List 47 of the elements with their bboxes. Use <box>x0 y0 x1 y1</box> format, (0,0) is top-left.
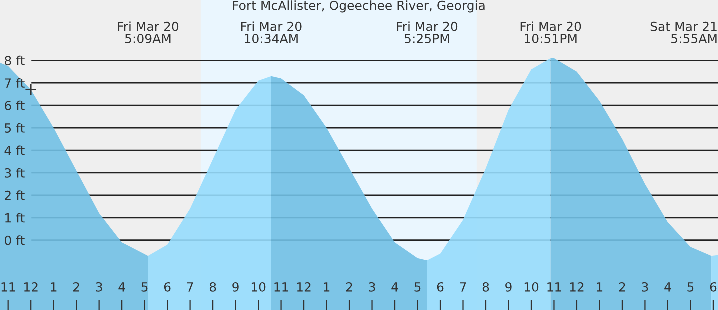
x-tick-label: 4 <box>118 282 126 292</box>
y-tick-label: 7 ft <box>5 78 25 88</box>
y-tick-label: 8 ft <box>5 56 25 66</box>
x-tick-label: 5 <box>688 282 694 292</box>
x-tick-label: 9 <box>506 282 512 292</box>
x-tick-label: 2 <box>74 282 80 292</box>
annotation: Fri Mar 20 5:09AM <box>118 22 179 44</box>
x-tick-label: 1 <box>324 282 330 292</box>
x-tick-label: 9 <box>232 282 239 292</box>
x-tick-label: 10 <box>252 282 266 292</box>
x-tick-label: 12 <box>570 282 584 292</box>
y-tick-label: 5 ft <box>5 123 25 133</box>
x-tick-label: 1 <box>597 282 603 292</box>
x-tick-label: 11 <box>548 282 562 292</box>
y-tick-label: 6 ft <box>5 100 25 111</box>
x-tick-label: 3 <box>642 282 648 292</box>
annotation: Fri Mar 20 5:25PM <box>397 22 458 44</box>
y-tick-label: 0 ft <box>4 236 25 246</box>
x-tick-label: 11 <box>2 282 16 292</box>
x-tick-label: 3 <box>369 282 376 292</box>
x-tick-label: 3 <box>96 282 102 292</box>
y-tick-label: 3 ft <box>5 168 25 178</box>
x-tick-label: 8 <box>482 282 490 292</box>
x-tick-label: 8 <box>210 282 216 292</box>
x-tick-label: 1 <box>51 282 57 292</box>
x-tick-label: 4 <box>392 282 398 292</box>
x-tick-label: 6 <box>710 282 717 292</box>
x-tick-label: 2 <box>619 282 626 292</box>
y-tick-label: 4 ft <box>4 146 25 156</box>
x-tick-label: 2 <box>346 282 352 292</box>
annotation: Fri Mar 20 10:51PM <box>520 22 582 44</box>
y-tick-label: 1 ft <box>6 213 25 223</box>
x-tick-label: 5 <box>142 282 148 292</box>
x-tick-label: 7 <box>187 282 194 292</box>
x-tick-label: 6 <box>164 282 171 292</box>
x-tick-label: 6 <box>437 282 444 292</box>
x-tick-label: 11 <box>274 282 288 292</box>
x-tick-label: 10 <box>524 282 539 292</box>
annotation: Sat Mar 21 5:55AM <box>650 22 717 44</box>
y-tick-label: 2 ft <box>5 190 25 200</box>
x-tick-label: 12 <box>297 282 311 292</box>
x-tick-label: 5 <box>414 282 421 292</box>
x-tick-label: 12 <box>24 282 38 292</box>
annotation: Fri Mar 20 10:34AM <box>241 22 302 44</box>
chart-title: Fort McAllister, Ogeechee River, Georgia <box>233 0 485 13</box>
x-tick-label: 4 <box>664 282 672 292</box>
x-tick-label: 7 <box>460 282 466 292</box>
